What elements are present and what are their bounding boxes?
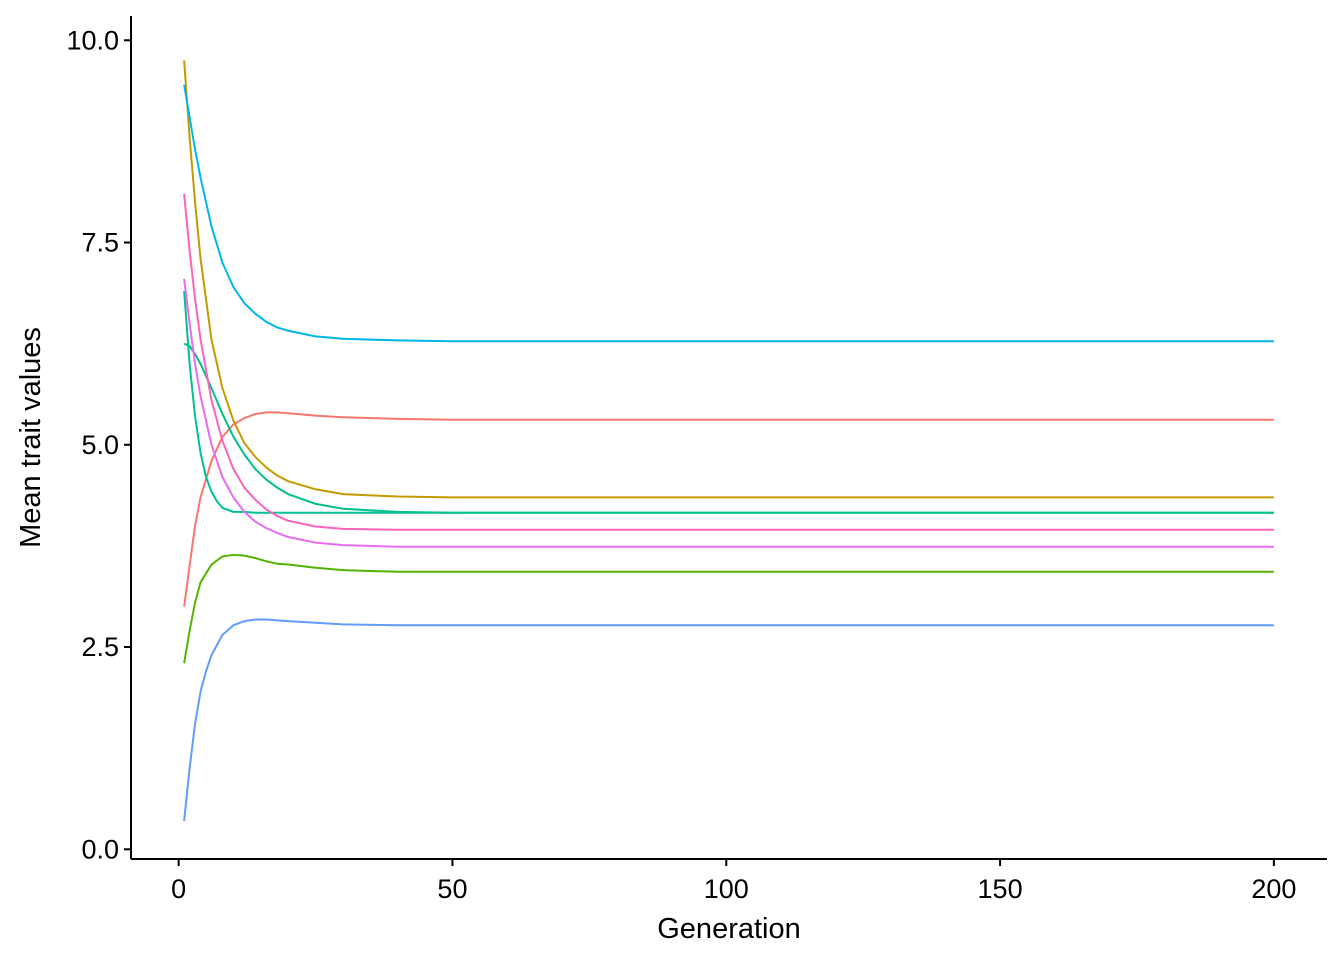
y-axis-title: Mean trait values	[15, 327, 47, 548]
y-tick-label: 5.0	[81, 430, 119, 460]
series-line-7	[183, 618, 1274, 822]
series-layer	[183, 60, 1274, 822]
series-line-6	[183, 342, 1274, 514]
x-axis-title: Generation	[657, 913, 801, 945]
y-tick-label: 0.0	[81, 834, 119, 864]
y-tick-label: 7.5	[81, 228, 119, 258]
x-tick-label: 0	[171, 874, 186, 904]
y-tick-label: 2.5	[81, 632, 119, 662]
series-line-8	[183, 278, 1274, 548]
series-line-2	[183, 60, 1274, 499]
series-line-5	[183, 84, 1274, 343]
y-tick-label: 10.0	[66, 25, 119, 55]
series-line-9	[183, 193, 1274, 531]
axes: 0.0 2.5 5.0 7.5 10.0 0 50 100 150 200	[66, 16, 1327, 904]
x-tick-label: 50	[437, 874, 467, 904]
x-tick-label: 200	[1251, 874, 1296, 904]
x-tick-label: 150	[978, 874, 1023, 904]
series-line-1	[183, 411, 1274, 607]
series-line-3	[183, 553, 1274, 664]
x-tick-label: 100	[704, 874, 749, 904]
series-line-4	[183, 290, 1274, 514]
